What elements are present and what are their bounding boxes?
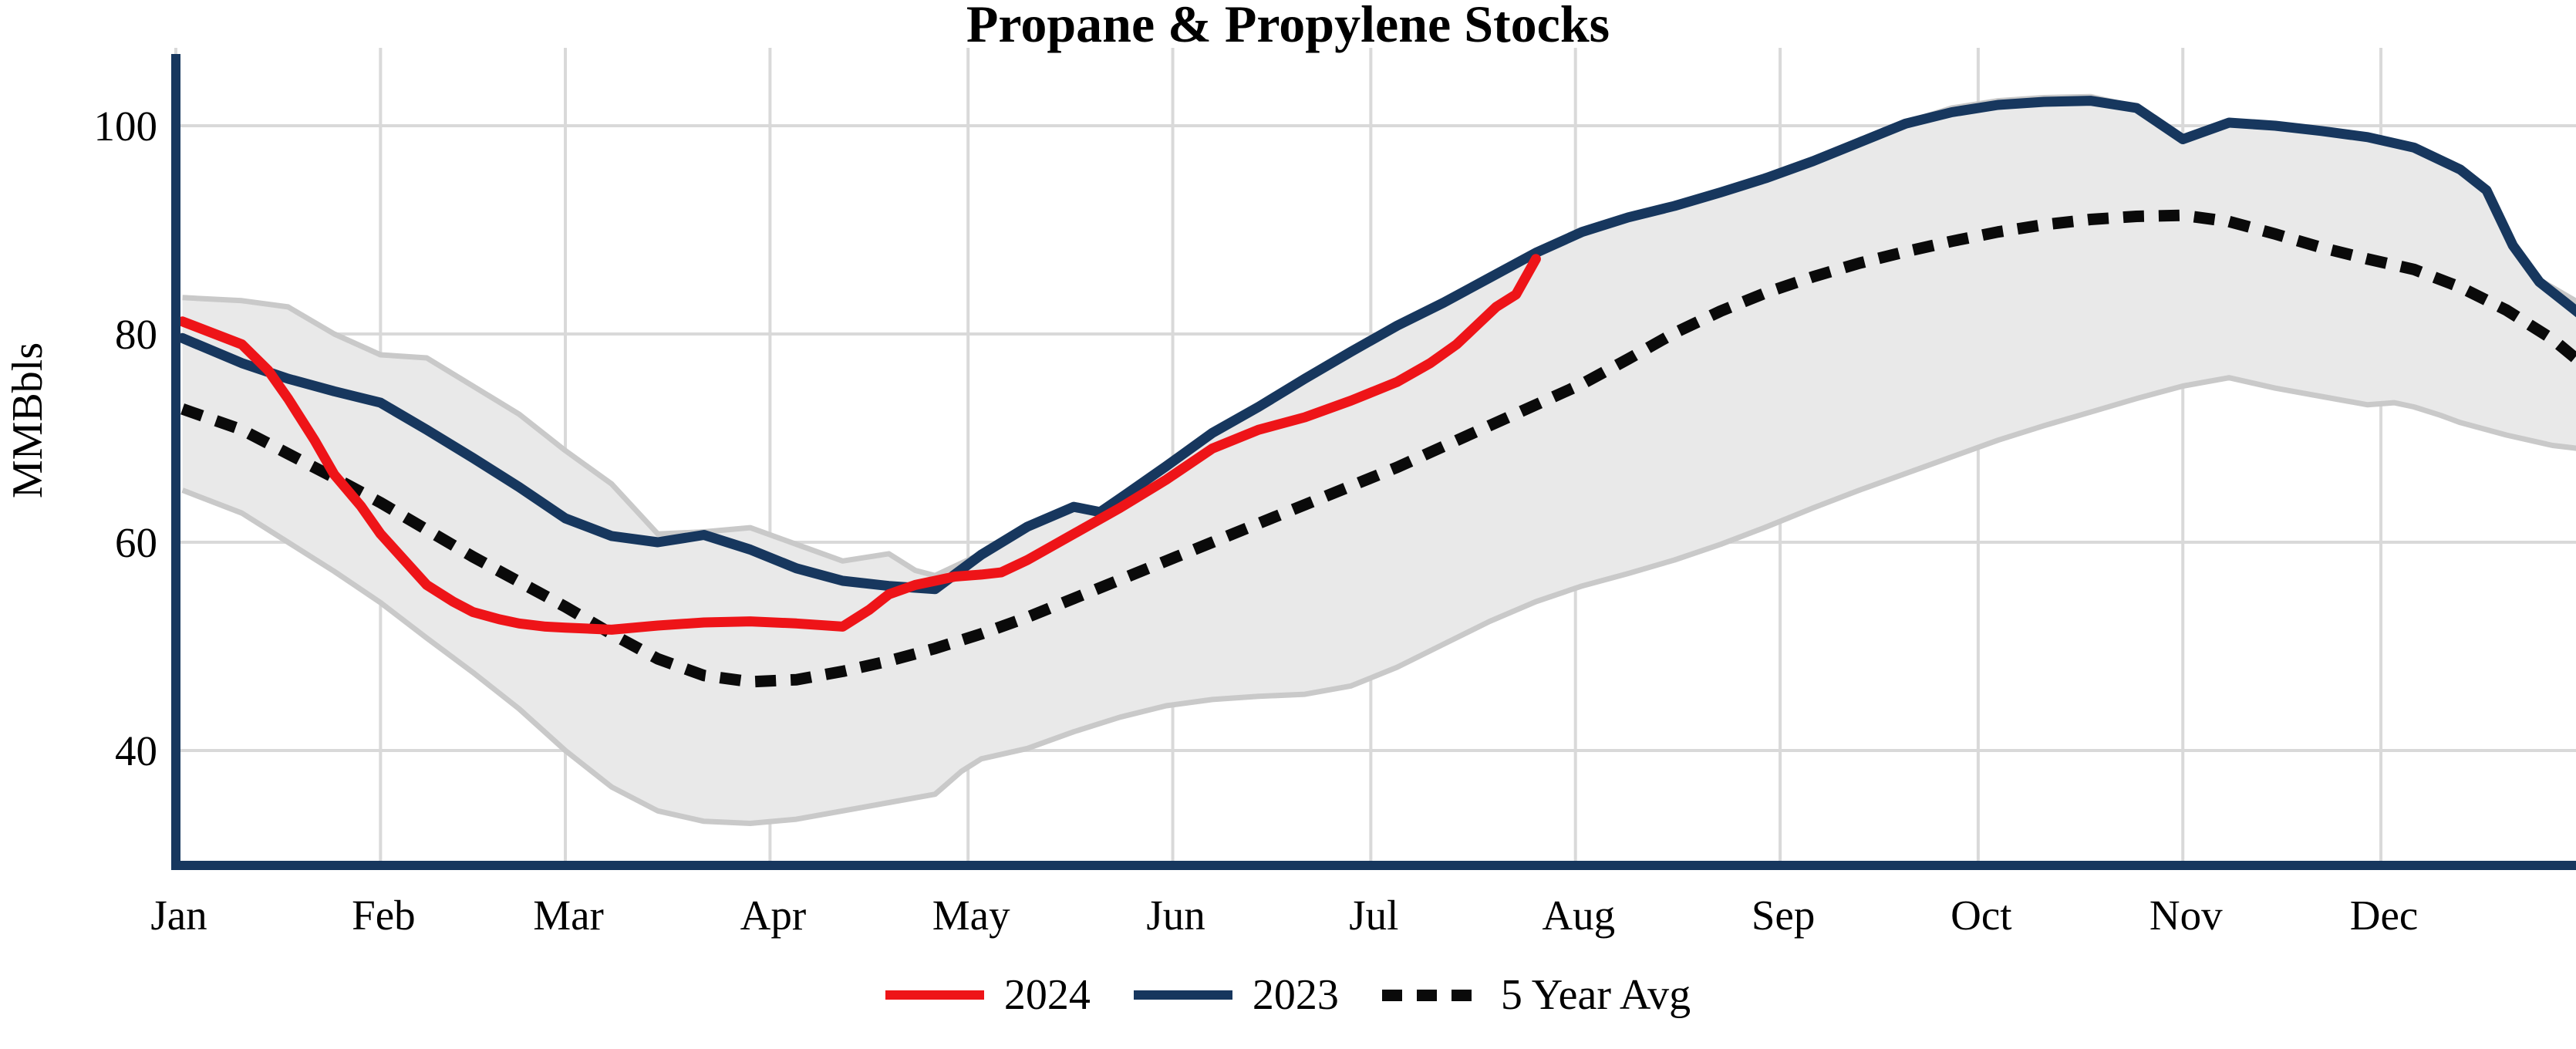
legend-swatch-2023-line (1133, 990, 1232, 1000)
month-label-jun: Jun (1146, 892, 1205, 939)
month-label-sep: Sep (1752, 892, 1816, 939)
line-2023 (177, 96, 2576, 595)
y-tick-label-60: 60 (115, 519, 157, 566)
legend-item-5yr-avg: 5 Year Avg (1381, 970, 1691, 1020)
month-label-may: May (932, 892, 1010, 939)
band-bottom-edge (181, 375, 2576, 826)
y-tick-label-40: 40 (115, 727, 157, 774)
month-label-jan: Jan (150, 892, 207, 939)
y-tick-label-80: 80 (115, 311, 157, 358)
month-label-feb: Feb (352, 892, 416, 939)
month-label-dec: Dec (2350, 892, 2419, 939)
month-label-oct: Oct (1951, 892, 2011, 939)
y-axis-spine (171, 54, 180, 870)
legend-item-2024: 2024 (885, 970, 1091, 1020)
legend-label-2024: 2024 (1003, 971, 1091, 1019)
legend-swatch-5yr-avg-dotted-line (1381, 989, 1481, 1001)
legend-label-2023: 2023 (1252, 971, 1339, 1019)
legend: 2024 2023 5 Year Avg (0, 970, 2576, 1020)
month-label-jul: Jul (1349, 892, 1398, 939)
x-axis-spine (171, 861, 2576, 870)
y-tick-label-100: 100 (94, 103, 158, 150)
month-label-apr: Apr (740, 892, 807, 939)
chart-title: Propane & Propylene Stocks (966, 0, 1610, 53)
month-label-aug: Aug (1542, 892, 1615, 939)
legend-label-5yr-avg: 5 Year Avg (1500, 971, 1691, 1019)
legend-swatch-2024-line (885, 990, 984, 1000)
month-label-nov: Nov (2149, 892, 2223, 939)
legend-item-2023: 2023 (1133, 970, 1339, 1020)
five-year-range-band (182, 96, 2576, 824)
month-label-mar: Mar (533, 892, 604, 939)
line-2024 (177, 254, 1541, 635)
